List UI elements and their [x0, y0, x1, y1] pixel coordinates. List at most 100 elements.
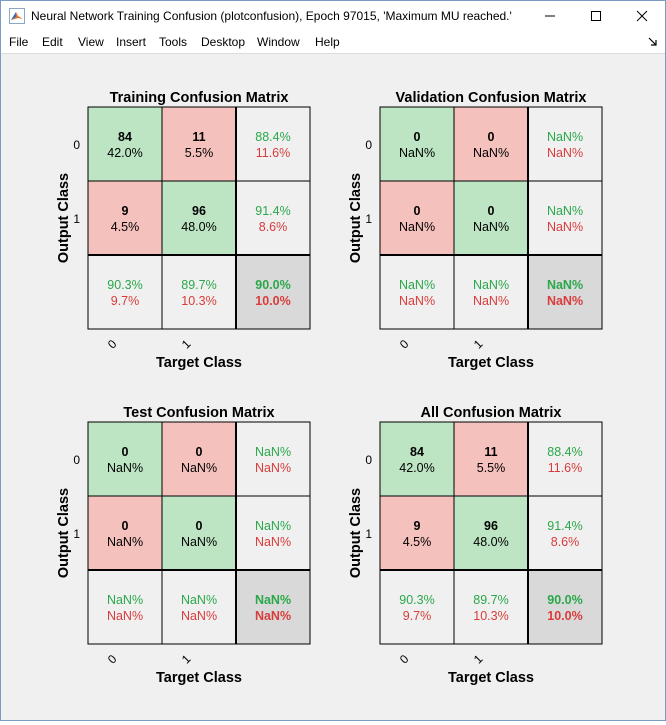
cell-percent: NaN%: [473, 146, 509, 160]
overall-cell: [527, 254, 603, 330]
x-axis-label: Target Class: [156, 355, 242, 371]
title-bar[interactable]: Neural Network Training Confusion (plotc…: [1, 1, 665, 31]
menu-help[interactable]: Help: [315, 35, 340, 49]
y-axis-label: Output Class: [348, 488, 364, 578]
close-button[interactable]: [619, 1, 665, 31]
cell-percent: 5.5%: [185, 146, 214, 160]
menu-file[interactable]: File: [9, 35, 29, 49]
cell-count: 96: [484, 519, 498, 533]
x-tick-label: 0: [105, 652, 120, 667]
col-error: NaN%: [473, 294, 509, 308]
matrix-cell: [87, 421, 163, 497]
x-tick-label: 1: [471, 337, 486, 352]
col-accuracy: NaN%: [473, 278, 509, 292]
col-error: NaN%: [399, 294, 435, 308]
summary-cell: [87, 569, 163, 645]
menu-window[interactable]: Window: [257, 35, 300, 49]
menu-insert[interactable]: Insert: [116, 35, 147, 49]
plot-title: All Confusion Matrix: [421, 405, 562, 421]
close-icon: [636, 10, 648, 22]
y-tick-label: 0: [365, 453, 372, 467]
row-error: 8.6%: [551, 535, 580, 549]
matrix-cell: [161, 180, 237, 256]
matrix-cell: [453, 180, 529, 256]
summary-cell: [527, 106, 603, 182]
row-error: NaN%: [255, 535, 291, 549]
x-tick-label: 0: [105, 337, 120, 352]
summary-cell: [527, 495, 603, 571]
window-title: Neural Network Training Confusion (plotc…: [31, 9, 512, 23]
overall-cell: [235, 569, 311, 645]
y-tick-label: 1: [365, 527, 372, 541]
col-accuracy: 90.3%: [399, 593, 434, 607]
col-error: NaN%: [107, 609, 143, 623]
minimize-icon: [545, 15, 555, 17]
col-accuracy: NaN%: [181, 593, 217, 607]
y-axis-label: Output Class: [348, 173, 364, 263]
menu-bar: File Edit View Insert Tools Desktop Wind…: [1, 31, 665, 54]
row-error: 11.6%: [548, 461, 583, 475]
cell-count: 0: [414, 130, 421, 144]
y-tick-label: 0: [73, 138, 80, 152]
summary-cell: [527, 421, 603, 497]
summary-cell: [235, 106, 311, 182]
matrix-cell: [161, 421, 237, 497]
maximize-icon: [591, 11, 601, 21]
plot-title: Validation Confusion Matrix: [396, 90, 587, 106]
cell-count: 84: [118, 130, 132, 144]
col-error: 9.7%: [403, 609, 432, 623]
maximize-button[interactable]: [573, 1, 619, 31]
cell-count: 9: [414, 519, 421, 533]
cell-count: 0: [414, 204, 421, 218]
cell-percent: 48.0%: [473, 535, 508, 549]
cell-percent: NaN%: [399, 146, 435, 160]
row-accuracy: 88.4%: [547, 445, 582, 459]
col-error: 10.3%: [473, 609, 508, 623]
matrix-cell: [453, 495, 529, 571]
matrix-cell: [453, 421, 529, 497]
matrix-cell: [379, 106, 455, 182]
row-accuracy: 91.4%: [547, 519, 582, 533]
cell-percent: NaN%: [107, 461, 143, 475]
cell-count: 84: [410, 445, 424, 459]
matrix-cell: [87, 180, 163, 256]
overall-error: NaN%: [255, 609, 291, 623]
col-accuracy: NaN%: [107, 593, 143, 607]
row-accuracy: 91.4%: [255, 204, 290, 218]
summary-cell: [235, 495, 311, 571]
matrix-cell: [379, 421, 455, 497]
matrix-cell: [453, 106, 529, 182]
y-axis-label: Output Class: [56, 173, 72, 263]
row-accuracy: NaN%: [255, 445, 291, 459]
y-tick-label: 1: [73, 212, 80, 226]
cell-percent: NaN%: [181, 461, 217, 475]
summary-cell: [161, 569, 237, 645]
cell-count: 0: [196, 519, 203, 533]
cell-percent: NaN%: [181, 535, 217, 549]
summary-cell: [235, 421, 311, 497]
confusion-matrix-0: 8442.0%115.5%88.4%11.6%94.5%9648.0%91.4%…: [56, 90, 311, 371]
dock-arrow-icon[interactable]: [647, 36, 659, 48]
menu-view[interactable]: View: [78, 35, 104, 49]
menu-tools[interactable]: Tools: [159, 35, 188, 49]
col-accuracy: 90.3%: [107, 278, 142, 292]
figure-canvas: 84 42.0% 11 5.5% 88.4% 11.6% 9 4.5% 96 48.0% 91.4%…: [1, 54, 665, 720]
overall-accuracy: 90.0%: [255, 278, 290, 292]
matrix-cell: [379, 495, 455, 571]
x-axis-label: Target Class: [448, 355, 534, 371]
y-tick-label: 0: [73, 453, 80, 467]
summary-cell: [453, 569, 529, 645]
minimize-button[interactable]: [527, 1, 573, 31]
x-tick-label: 1: [179, 652, 194, 667]
x-tick-label: 1: [471, 652, 486, 667]
menu-desktop[interactable]: Desktop: [201, 35, 246, 49]
row-accuracy: NaN%: [547, 130, 583, 144]
cell-count: 96: [192, 204, 206, 218]
y-tick-label: 0: [365, 138, 372, 152]
overall-accuracy: 90.0%: [547, 593, 582, 607]
menu-edit[interactable]: Edit: [42, 35, 63, 49]
confusion-matrix-3: 8442.0%115.5%88.4%11.6%94.5%9648.0%91.4%…: [348, 405, 603, 686]
confusion-plots: 8442.0%115.5%88.4%11.6%94.5%9648.0%91.4%…: [56, 90, 603, 686]
col-accuracy: NaN%: [399, 278, 435, 292]
cell-count: 11: [484, 445, 497, 459]
